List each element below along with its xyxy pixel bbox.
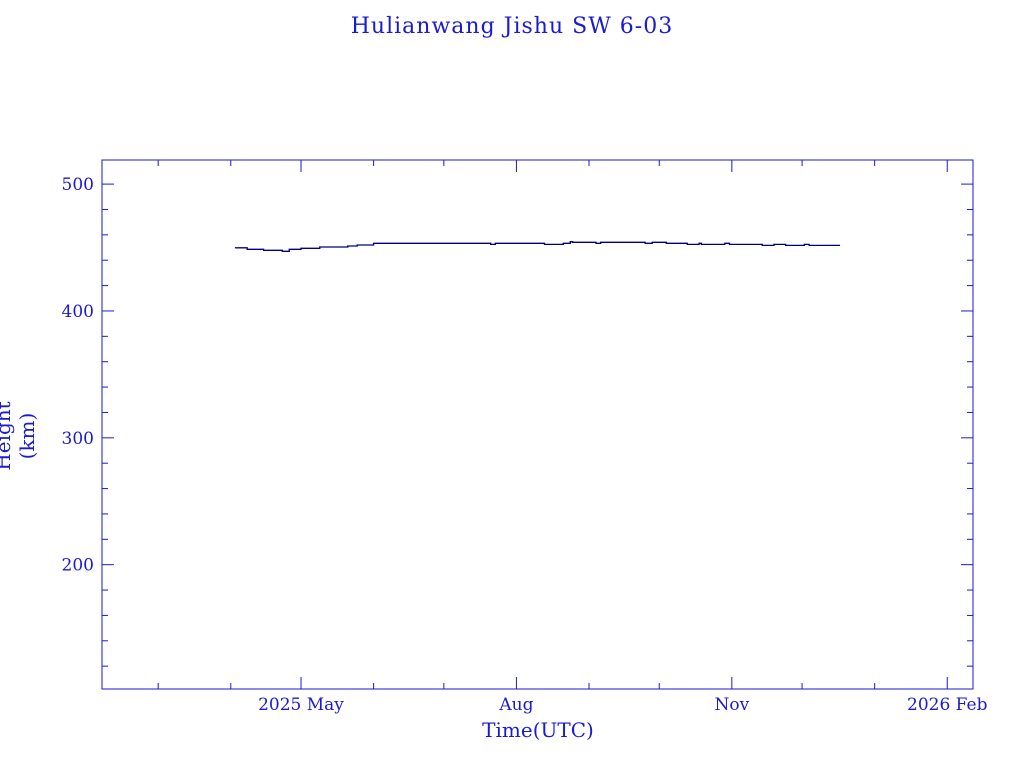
data-point bbox=[700, 243, 702, 245]
data-point bbox=[808, 244, 810, 246]
data-point bbox=[543, 243, 546, 245]
data-point bbox=[686, 243, 688, 245]
x-axis-label: Time(UTC) bbox=[482, 718, 594, 742]
data-point bbox=[773, 243, 775, 245]
y-tick-label: 200 bbox=[62, 556, 94, 576]
x-tick-label: Nov bbox=[714, 695, 749, 715]
series-line-height bbox=[235, 241, 840, 252]
y-axis-label: Height (km) bbox=[0, 401, 39, 471]
data-point bbox=[651, 241, 653, 243]
data-point bbox=[698, 242, 700, 244]
data-point bbox=[572, 241, 574, 243]
y-tick-label: 500 bbox=[62, 175, 94, 195]
y-tick-label: 300 bbox=[62, 429, 94, 449]
data-point bbox=[803, 243, 806, 245]
data-point bbox=[281, 250, 283, 252]
data-point bbox=[724, 242, 726, 244]
data-point bbox=[600, 241, 602, 243]
data-point bbox=[234, 247, 237, 249]
data-point bbox=[319, 246, 321, 248]
data-point bbox=[595, 242, 597, 244]
data-point bbox=[569, 241, 571, 243]
data-point bbox=[490, 243, 492, 245]
data-point bbox=[728, 243, 731, 245]
data-point bbox=[838, 244, 841, 246]
y-tick-label: 400 bbox=[62, 302, 94, 322]
data-point bbox=[644, 242, 646, 244]
x-tick-label: 2025 May bbox=[258, 695, 344, 715]
data-point bbox=[347, 245, 349, 247]
data-point bbox=[494, 242, 496, 244]
chart-title: Hulianwang Jishu SW 6-03 bbox=[350, 14, 674, 39]
data-point bbox=[373, 242, 375, 244]
data-point bbox=[562, 242, 564, 244]
data-point bbox=[761, 244, 763, 246]
data-point bbox=[262, 249, 265, 251]
data-point bbox=[356, 244, 358, 246]
data-point bbox=[785, 244, 787, 246]
data-point bbox=[288, 248, 290, 250]
data-point bbox=[246, 248, 248, 250]
data-point bbox=[300, 247, 302, 249]
data-point bbox=[665, 242, 667, 244]
plot-frame bbox=[101, 159, 974, 690]
x-tick-label: 2026 Feb bbox=[907, 695, 988, 715]
x-tick-label: Aug bbox=[498, 695, 533, 715]
